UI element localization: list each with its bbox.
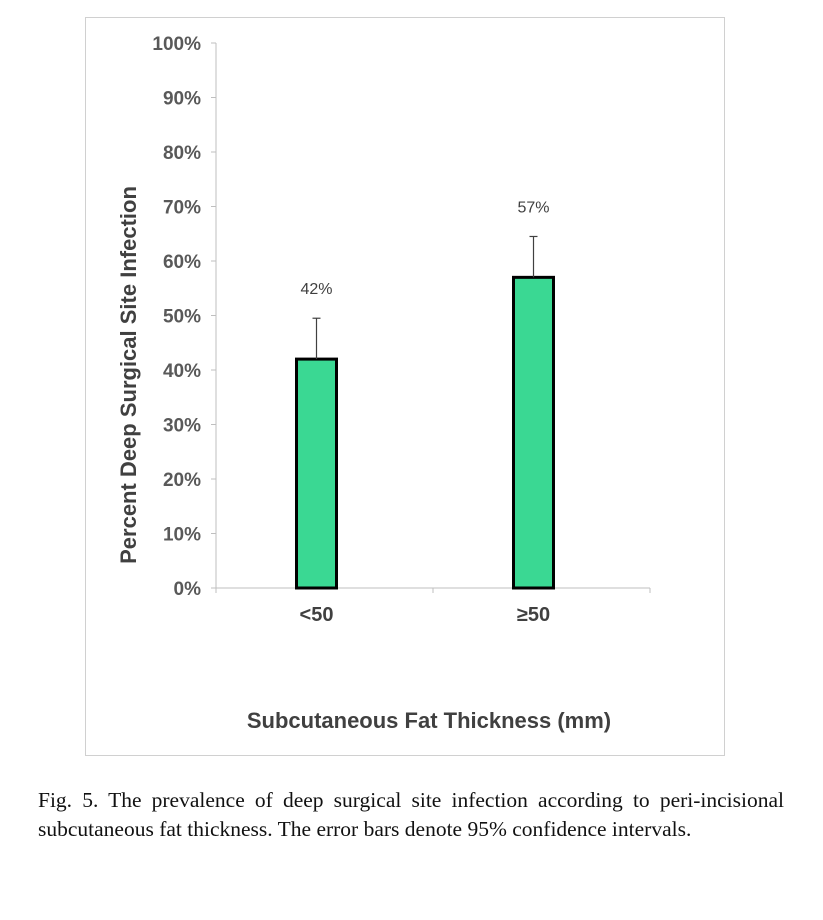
bar [295,357,338,590]
y-tick-label: 20% [163,470,201,491]
bars: 42% 57% [295,199,555,590]
x-axis: <50 ≥50 [215,587,651,626]
y-tick-label: 90% [163,89,201,110]
y-tick-label: 70% [163,198,201,219]
bar [512,275,555,590]
figure-caption: Fig. 5. The prevalence of deep surgical … [38,788,784,841]
x-tick-label: ≥50 [517,604,550,626]
y-tick-label: 100% [152,34,201,55]
data-label: 57% [517,199,549,216]
y-tick-label: 80% [163,143,201,164]
y-tick-label: 10% [163,525,201,546]
bar-chart: 0% 10% 20% 30% 40% 50% 60% 70% 80% 90% 100% <50 ≥50… [116,34,651,733]
y-axis: 0% 10% 20% 30% 40% 50% 60% 70% 80% 90% 100% [152,34,217,600]
x-axis-title: Subcutaneous Fat Thickness (mm) [247,708,611,733]
y-tick-label: 50% [163,307,201,328]
x-tick-label: <50 [300,604,334,626]
chart-frame [85,17,725,756]
y-tick-label: 40% [163,361,201,382]
data-label: 42% [300,281,332,298]
y-tick-label: 60% [163,252,201,273]
y-tick-label: 30% [163,416,201,437]
y-tick-label: 0% [174,579,202,600]
y-axis-title: Percent Deep Surgical Site Infection [116,186,141,564]
